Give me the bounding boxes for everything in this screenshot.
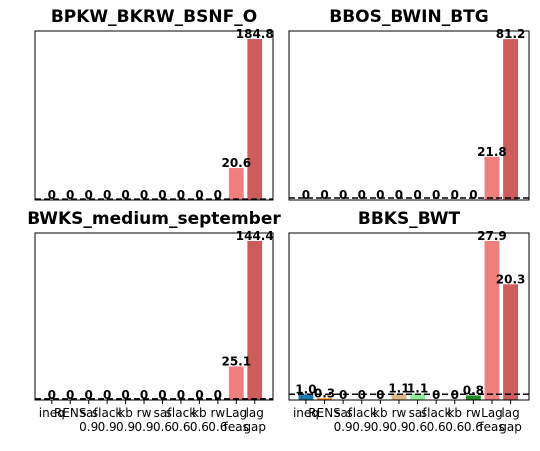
value-label: 0 (177, 188, 185, 202)
x-tick-label: rw 0.6 (463, 406, 483, 434)
plot-frame (288, 30, 530, 201)
subplot-title: BPKW_BKRW_BSNF_O (51, 7, 257, 27)
subplot-title: BBOS_BWIN_BTG (329, 7, 488, 27)
value-label: 184.8 (236, 27, 274, 41)
subplot-title: BBKS_BWT (358, 209, 461, 229)
value-label: 0 (103, 188, 111, 202)
bar (298, 394, 314, 400)
x-tick-label: Lag feas (223, 406, 249, 434)
value-label: 0 (320, 188, 328, 202)
x-tick-label: kb 0.6 (445, 406, 465, 434)
value-label: 0 (302, 188, 310, 202)
value-label: 0 (85, 388, 93, 402)
x-tick-label: RENS (53, 406, 87, 420)
x-tick-label: kb 0.6 (189, 406, 209, 434)
x-tick-label: Lag feas (479, 406, 505, 434)
x-tick-label: rw 0.9 (134, 406, 154, 434)
bar (503, 39, 519, 201)
x-tick-label: kb 0.9 (370, 406, 390, 434)
x-tick-label: slack 0.6 (165, 406, 197, 434)
value-label: 0 (140, 188, 148, 202)
value-label: 0.8 (463, 383, 484, 397)
value-label: 20.3 (496, 272, 526, 286)
x-tick-label: rw 0.6 (208, 406, 228, 434)
value-label: 0 (469, 188, 477, 202)
x-tick-label: saf 0.6 (408, 406, 428, 434)
value-label: 0 (339, 188, 347, 202)
bar (228, 168, 244, 200)
value-label: 1.1 (388, 382, 409, 396)
bar (228, 366, 244, 400)
value-label: 0 (358, 188, 366, 202)
value-label: 0 (413, 188, 421, 202)
value-label: 0 (451, 188, 459, 202)
value-label: 0 (66, 388, 74, 402)
value-label: 0 (121, 388, 129, 402)
value-label: 0 (177, 388, 185, 402)
value-label: 0 (432, 388, 440, 402)
value-label: 0 (66, 188, 74, 202)
x-tick-label: slack 0.6 (420, 406, 452, 434)
plot-frame (34, 30, 274, 201)
bar (317, 398, 332, 400)
value-label: 144.4 (236, 229, 274, 243)
value-label: 0 (48, 388, 56, 402)
value-label: 1.1 (407, 382, 428, 396)
x-tick-label: kb 0.9 (116, 406, 136, 434)
bar (247, 240, 263, 400)
value-label: 0 (376, 388, 384, 402)
value-label: 0 (451, 388, 459, 402)
value-label: 27.9 (477, 229, 507, 243)
value-label: 0 (358, 388, 366, 402)
value-label: 0 (376, 188, 384, 202)
x-tick-label: saf 0.9 (79, 406, 99, 434)
x-tick-label: lag gap (243, 406, 267, 434)
value-label: 0 (121, 188, 129, 202)
bar (247, 39, 263, 200)
value-label: 25.1 (221, 355, 251, 369)
value-label: 0 (85, 188, 93, 202)
value-label: 21.8 (477, 145, 507, 159)
value-label: 0 (48, 188, 56, 202)
value-label: 81.2 (496, 27, 526, 41)
value-label: 0 (195, 188, 203, 202)
x-tick-label: ineq (292, 406, 319, 420)
value-label: 0 (158, 188, 166, 202)
bar (410, 393, 425, 400)
x-tick-label: slack 0.9 (91, 406, 123, 434)
value-label: 0 (140, 388, 148, 402)
x-tick-label: lag gap (499, 406, 522, 434)
value-label: 0 (339, 388, 347, 402)
bar (503, 284, 519, 400)
value-label: 0 (103, 388, 111, 402)
bar (465, 395, 481, 400)
x-tick-label: RENS (308, 406, 341, 420)
x-tick-label: ineq (38, 406, 65, 420)
value-label: 0 (214, 188, 222, 202)
plot-frame (288, 232, 530, 401)
plot-frame (34, 232, 274, 401)
bar (484, 156, 500, 200)
x-tick-label: slack 0.9 (346, 406, 377, 434)
bar (484, 240, 500, 400)
value-label: 0 (395, 188, 403, 202)
value-label: 20.6 (221, 156, 251, 170)
x-tick-label: saf 0.9 (333, 406, 353, 434)
value-label: 0 (158, 388, 166, 402)
bar (391, 393, 407, 400)
value-label: 0 (214, 388, 222, 402)
value-label: 1.0 (295, 382, 316, 396)
x-tick-label: saf 0.6 (152, 406, 173, 434)
value-label: 0.3 (314, 386, 335, 400)
value-label: 0 (195, 388, 203, 402)
value-label: 0 (432, 188, 440, 202)
subplot-title: BWKS_medium_september (27, 209, 281, 229)
x-tick-label: rw 0.9 (389, 406, 409, 434)
